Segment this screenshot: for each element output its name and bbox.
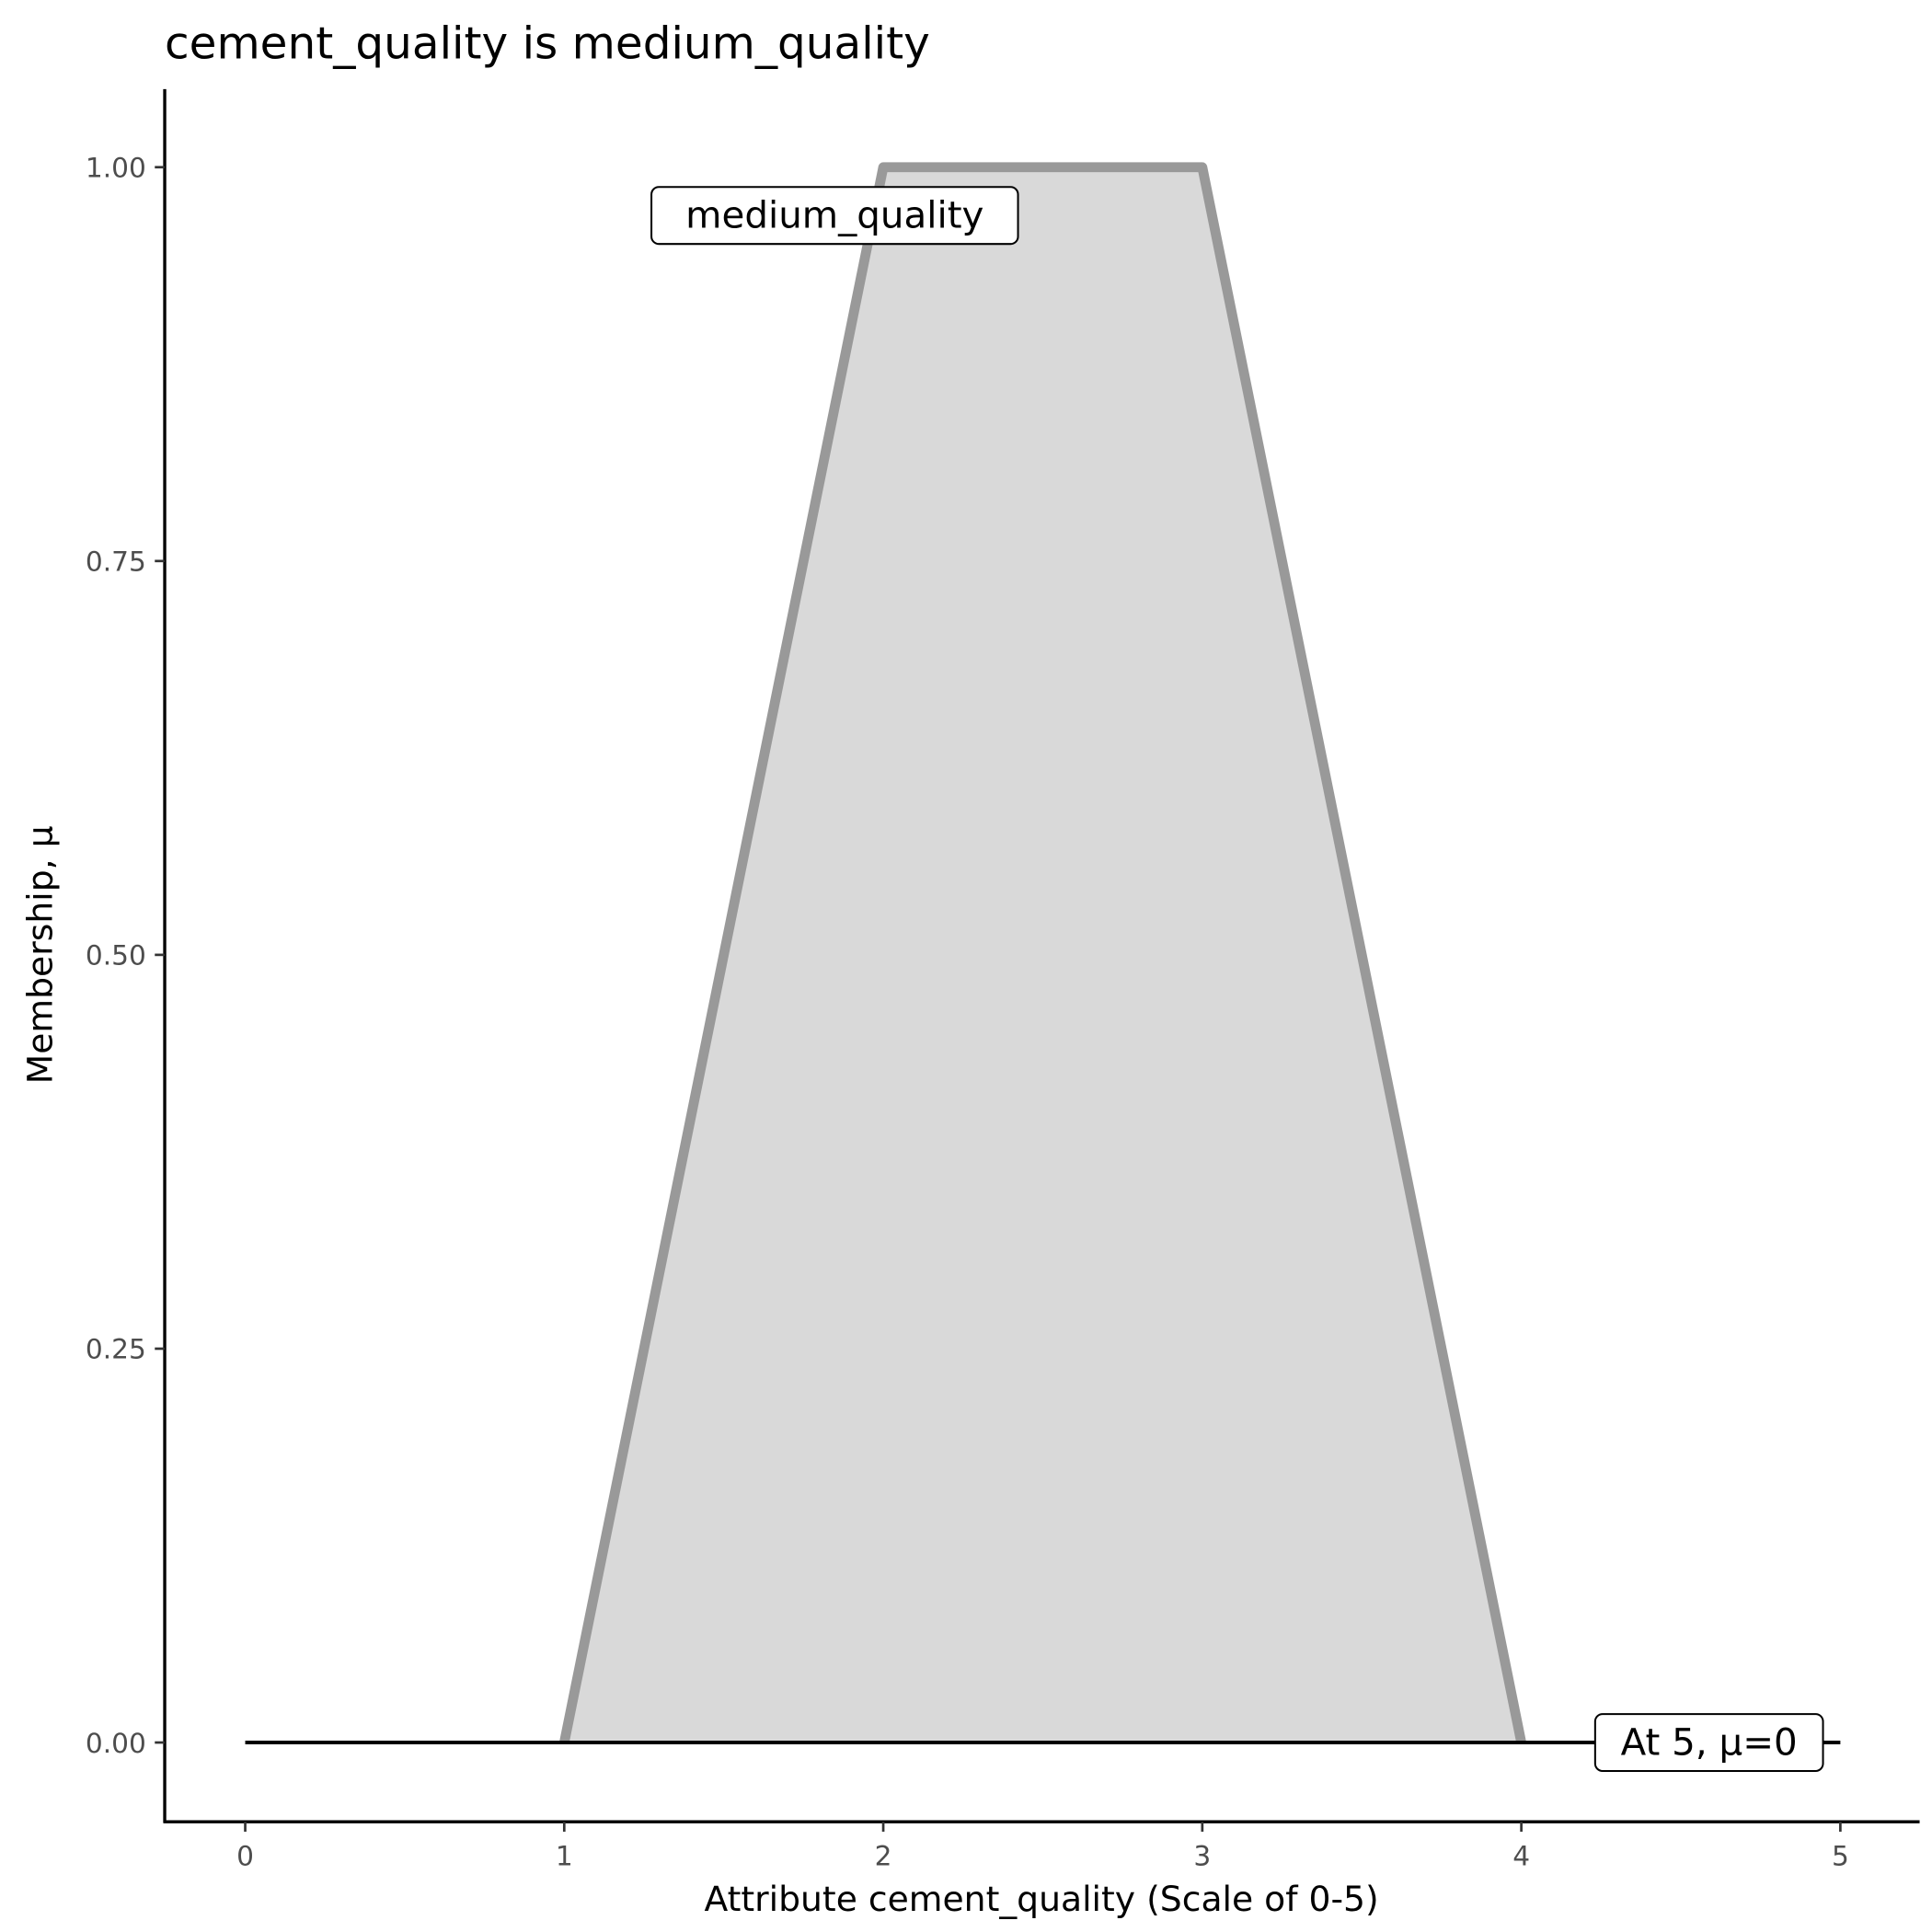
y-tick-label: 1.00: [86, 153, 146, 184]
x-tick-label: 1: [556, 1840, 573, 1871]
y-tick-label: 0.75: [86, 546, 146, 578]
y-axis-title: Membership, μ: [20, 825, 61, 1084]
x-tick-label: 0: [236, 1840, 254, 1871]
annotation-text: At 5, μ=0: [1621, 1721, 1798, 1765]
x-tick-label: 3: [1193, 1840, 1211, 1871]
x-tick-label: 4: [1512, 1840, 1530, 1871]
annotation-text: medium_quality: [685, 194, 983, 237]
x-axis-title: Attribute cement_quality (Scale of 0-5): [704, 1879, 1378, 1919]
y-tick-label: 0.50: [86, 940, 146, 972]
y-ticks: 0.00 0.25 0.50 0.75 1.00: [86, 153, 166, 1759]
membership-area: [564, 167, 1522, 1743]
plot-area: medium_quality At 5, μ=0: [245, 162, 1841, 1773]
y-tick-label: 0.00: [86, 1728, 146, 1759]
x-ticks: 0 1 2 3 4 5: [236, 1822, 1849, 1871]
chart-title: cement_quality is medium_quality: [165, 17, 930, 69]
annotation-label: At 5, μ=0: [1593, 1713, 1824, 1773]
y-tick-label: 0.25: [86, 1334, 146, 1365]
annotation-box: [650, 186, 1019, 246]
annotation-label: medium_quality: [650, 186, 1019, 246]
membership-line: [559, 162, 1526, 1744]
annotation-box: [1593, 1713, 1824, 1773]
x-tick-label: 2: [875, 1840, 892, 1871]
x-tick-label: 5: [1832, 1840, 1849, 1871]
